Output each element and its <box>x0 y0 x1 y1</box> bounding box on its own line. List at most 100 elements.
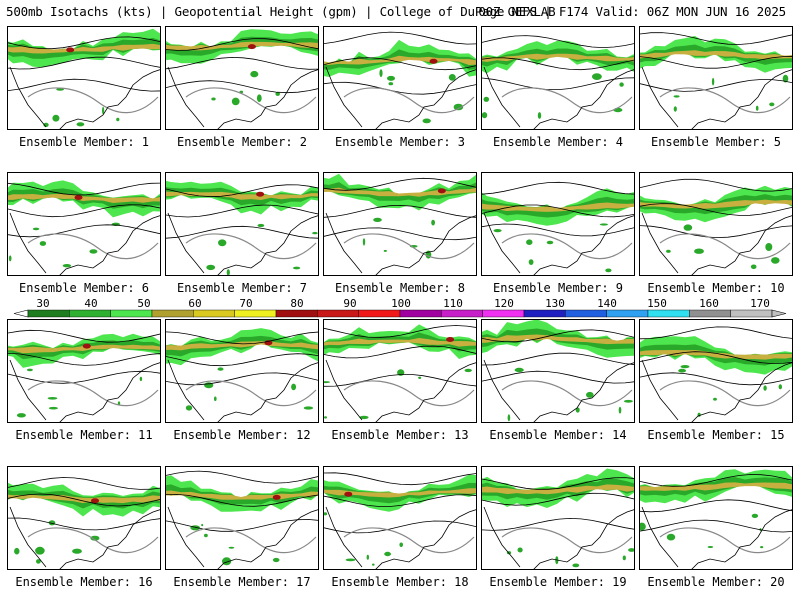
height-contour <box>8 56 160 70</box>
jet-fragment <box>666 533 676 541</box>
jet-fragment <box>373 217 382 222</box>
coastline <box>641 66 792 129</box>
height-contour <box>166 56 318 70</box>
jet-stream-band <box>8 43 160 54</box>
jet-stream-band <box>640 50 792 60</box>
jet-fragment <box>673 106 677 112</box>
jet-fragment <box>226 269 230 275</box>
coastline <box>483 359 634 422</box>
jet-fragment <box>76 122 85 127</box>
jet-fragment <box>622 555 626 561</box>
member-caption: Ensemble Member: 17 <box>173 575 311 589</box>
height-contour <box>324 374 476 387</box>
jet-fragment <box>231 97 240 106</box>
jet-fragment <box>592 73 602 80</box>
wind-max <box>66 47 75 53</box>
colorbar-cell <box>275 309 318 318</box>
jet-fragment <box>464 368 472 373</box>
wind-max <box>74 195 83 200</box>
height-contour <box>640 32 792 45</box>
jet-stream-band <box>482 48 634 67</box>
jet-stream-band <box>8 344 160 354</box>
member-caption: Ensemble Member: 15 <box>647 428 785 442</box>
jet-fragment <box>383 249 387 252</box>
jet-fragment <box>312 231 318 235</box>
jet-stream-band <box>166 484 318 505</box>
height-contour <box>324 57 476 71</box>
coastline <box>641 359 792 422</box>
height-contour <box>166 519 318 532</box>
colorbar-tick-label: 40 <box>84 297 98 310</box>
jet-fragment <box>228 546 235 549</box>
jet-fragment <box>713 397 717 401</box>
height-contour <box>482 77 634 90</box>
colorbar-cell <box>193 309 235 318</box>
colorbar-cell <box>234 309 277 318</box>
height-contour <box>166 38 318 51</box>
height-contour <box>8 78 160 92</box>
jet-stream-band <box>8 494 160 504</box>
wind-max <box>344 491 353 497</box>
height-contour <box>640 79 792 92</box>
jet-stream-band <box>482 196 634 218</box>
ensemble-panel <box>165 26 319 130</box>
member-caption: Ensemble Member: 1 <box>18 135 150 149</box>
wind-max <box>247 44 256 50</box>
height-contour <box>482 370 634 384</box>
member-caption: Ensemble Member: 6 <box>18 281 150 295</box>
jet-fragment <box>769 102 775 107</box>
jet-fragment <box>8 255 12 262</box>
colorbar-tick-label: 120 <box>494 297 514 310</box>
height-contour <box>324 81 476 95</box>
height-contour <box>166 204 318 218</box>
jet-fragment <box>303 406 314 410</box>
colorbar-tick-label: 150 <box>647 297 667 310</box>
coastline <box>325 212 476 275</box>
ensemble-panel <box>323 26 477 130</box>
colorbar-cell <box>151 309 194 318</box>
ensemble-panel <box>481 319 635 423</box>
jet-fragment <box>324 381 330 384</box>
height-contour <box>482 223 634 237</box>
jet-fragment <box>619 82 624 87</box>
ensemble-panel <box>7 319 161 423</box>
jet-fragment <box>39 241 47 246</box>
coastline <box>167 359 318 422</box>
ensemble-panel <box>7 26 161 130</box>
colorbar-cell <box>647 309 690 318</box>
jet-fragment <box>14 547 20 555</box>
jet-fragment <box>218 239 227 247</box>
jet-fragment <box>683 224 693 231</box>
jet-fragment <box>422 118 431 124</box>
ensemble-panel <box>639 172 793 276</box>
colorbar-cell <box>606 309 649 318</box>
member-caption: Ensemble Member: 11 <box>15 428 153 442</box>
jet-stream-band <box>640 349 792 360</box>
height-contour <box>166 184 318 198</box>
jet-fragment <box>139 376 143 382</box>
ensemble-panel <box>323 319 477 423</box>
jet-fragment <box>257 223 265 228</box>
jet-fragment <box>618 406 622 414</box>
height-contour <box>8 353 160 366</box>
jet-fragment <box>102 106 105 115</box>
ensemble-panel <box>323 172 477 276</box>
jet-fragment <box>514 367 524 373</box>
jet-fragment <box>483 96 490 102</box>
jet-fragment <box>526 239 533 245</box>
jet-fragment <box>211 97 216 101</box>
jet-fragment <box>204 533 208 538</box>
height-contour <box>27 527 159 554</box>
jet-fragment <box>256 94 262 102</box>
jet-fragment <box>778 384 782 390</box>
member-caption: Ensemble Member: 10 <box>647 281 785 295</box>
ensemble-panel <box>323 466 477 570</box>
height-contour <box>324 227 476 241</box>
height-contour <box>343 87 475 114</box>
height-contour <box>482 35 634 49</box>
jet-fragment <box>32 227 40 231</box>
colorbar-tick-label: 70 <box>239 297 253 310</box>
jet-fragment <box>760 546 764 549</box>
height-contour <box>8 36 160 50</box>
jet-fragment <box>537 112 542 119</box>
